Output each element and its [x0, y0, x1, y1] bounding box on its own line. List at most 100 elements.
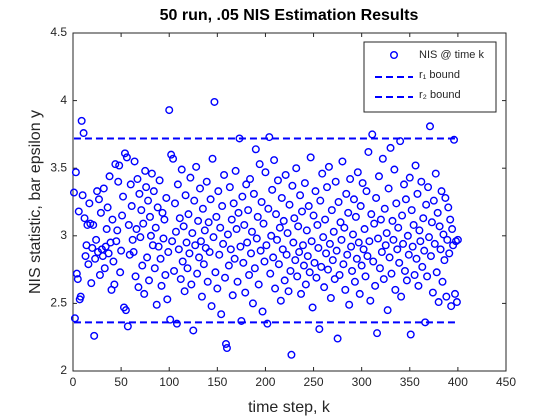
point	[240, 220, 249, 229]
point	[340, 223, 349, 232]
point	[440, 256, 449, 265]
point	[335, 271, 344, 280]
point	[369, 257, 378, 266]
point	[247, 249, 256, 258]
x-tick-label: 150	[207, 375, 227, 389]
point	[72, 269, 81, 278]
point	[221, 273, 230, 282]
point	[382, 229, 391, 238]
point	[353, 168, 362, 177]
point	[301, 280, 310, 289]
point	[216, 223, 225, 232]
point	[116, 268, 125, 277]
point	[200, 226, 209, 235]
point	[293, 272, 302, 281]
point	[265, 133, 274, 142]
point	[394, 223, 403, 232]
point	[73, 275, 82, 284]
point	[231, 166, 240, 175]
point	[310, 258, 319, 267]
point	[196, 237, 205, 246]
point	[330, 275, 339, 284]
point	[123, 322, 132, 331]
point	[143, 253, 152, 262]
point	[266, 269, 275, 278]
point	[154, 242, 163, 251]
point	[103, 203, 112, 212]
point	[274, 260, 283, 269]
point	[333, 334, 342, 343]
point	[130, 157, 139, 166]
point	[171, 227, 180, 236]
point	[174, 245, 183, 254]
point	[127, 202, 136, 211]
point	[315, 325, 324, 334]
point	[76, 292, 85, 301]
point	[142, 183, 151, 192]
point	[432, 268, 441, 277]
point	[232, 225, 241, 234]
point	[193, 269, 202, 278]
point	[444, 203, 453, 212]
point	[384, 184, 393, 193]
point	[85, 199, 94, 208]
point	[408, 242, 417, 251]
point	[126, 180, 135, 189]
point	[175, 214, 184, 223]
point	[135, 189, 144, 198]
point	[149, 187, 158, 196]
point	[113, 226, 122, 235]
point	[334, 197, 343, 206]
point	[407, 206, 416, 215]
point	[451, 289, 460, 298]
point	[133, 175, 142, 184]
point	[296, 191, 305, 200]
point	[425, 233, 434, 242]
point	[422, 200, 431, 209]
point	[406, 330, 415, 339]
point	[279, 216, 288, 225]
point	[275, 223, 284, 232]
point	[261, 168, 270, 177]
point	[447, 302, 456, 311]
point	[393, 245, 402, 254]
point	[190, 196, 199, 205]
point	[320, 283, 329, 292]
y-tick-label: 4.5	[50, 25, 67, 39]
point	[378, 154, 387, 163]
point	[264, 204, 273, 213]
point	[173, 180, 182, 189]
x-tick-label: 0	[70, 375, 77, 389]
point	[191, 241, 200, 250]
point	[451, 237, 460, 246]
point	[131, 272, 140, 281]
point	[218, 202, 227, 211]
point	[167, 150, 176, 159]
point	[111, 160, 120, 169]
point	[381, 241, 390, 250]
point	[129, 248, 138, 257]
point	[339, 260, 348, 269]
point	[453, 235, 462, 244]
point	[141, 166, 150, 175]
point	[387, 269, 396, 278]
point	[112, 237, 121, 246]
point	[403, 231, 412, 240]
point	[206, 195, 215, 204]
point	[400, 266, 409, 275]
point	[239, 258, 248, 267]
point	[307, 237, 316, 246]
point	[367, 210, 376, 219]
point	[197, 292, 206, 301]
point	[286, 266, 295, 275]
point	[110, 280, 119, 289]
x-tick-label: 300	[352, 375, 372, 389]
point	[268, 185, 277, 194]
point	[298, 241, 307, 250]
point	[228, 291, 237, 300]
point	[80, 214, 89, 223]
point	[117, 246, 126, 255]
point	[161, 271, 170, 280]
point	[221, 339, 230, 348]
